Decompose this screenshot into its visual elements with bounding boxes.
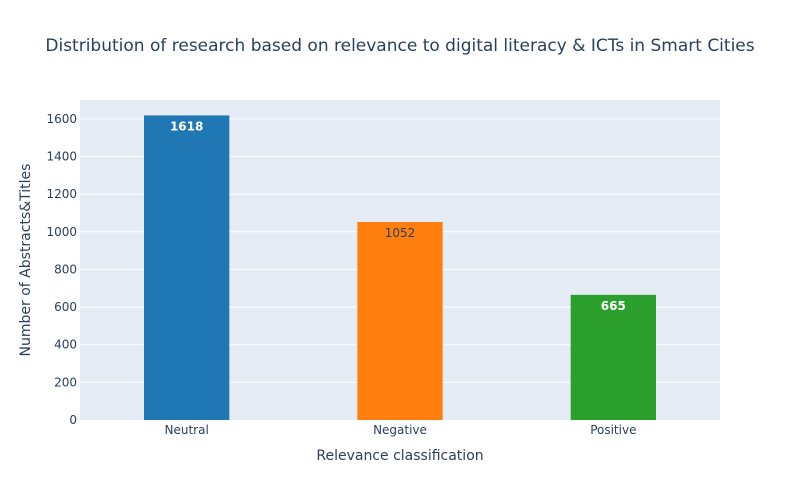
y-tick-label: 1400 (46, 149, 77, 163)
y-axis-ticks: 0 200 400 600 800 1000 1200 1400 1600 (46, 112, 77, 427)
y-tick-label: 800 (54, 262, 77, 276)
y-tick-label: 0 (69, 413, 77, 427)
y-tick-label: 1600 (46, 112, 77, 126)
bar-negative (357, 221, 443, 420)
bars: 1618 1052 665 (144, 115, 656, 420)
x-axis-ticks: Neutral Negative Positive (165, 423, 637, 437)
bar-positive (570, 294, 656, 420)
y-tick-label: 1200 (46, 187, 77, 201)
y-tick-label: 1000 (46, 225, 77, 239)
bar-neutral (144, 115, 230, 420)
y-axis-title: Number of Abstracts&Titles (18, 164, 34, 357)
y-tick-label: 200 (54, 375, 77, 389)
data-label-positive: 665 (601, 299, 626, 313)
data-label-negative: 1052 (385, 226, 416, 240)
y-tick-label: 600 (54, 300, 77, 314)
y-tick-label: 400 (54, 338, 77, 352)
x-tick-label-positive: Positive (590, 423, 636, 437)
x-tick-label-neutral: Neutral (165, 423, 209, 437)
data-label-neutral: 1618 (170, 119, 203, 133)
x-axis-title: Relevance classification (316, 448, 483, 464)
x-tick-label-negative: Negative (373, 423, 427, 437)
chart-title: Distribution of research based on releva… (45, 36, 754, 56)
